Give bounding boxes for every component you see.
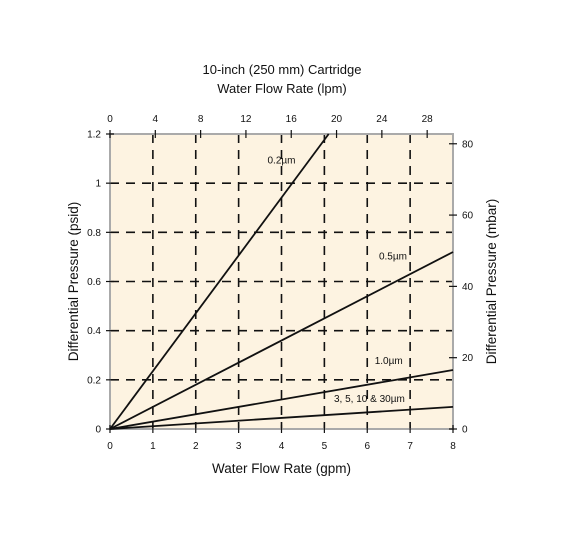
series-label: 3, 5, 10 & 30µm: [334, 394, 405, 405]
y-tick-label: 0.2: [87, 375, 101, 386]
x2-tick-label: 28: [422, 114, 434, 125]
x-tick-label: 8: [450, 441, 456, 452]
x2-tick-label: 4: [153, 114, 159, 125]
series-lines: 0.2µm 0.5µm 1.0µm 3, 5, 10 & 30µm: [109, 133, 454, 430]
series-label: 0.2µm: [268, 156, 296, 167]
x-tick-label: 5: [322, 441, 328, 452]
x-tick-label: 3: [236, 441, 242, 452]
x2-tick-label: 20: [331, 114, 343, 125]
x2-tick-label: 16: [286, 114, 298, 125]
x-tick-label: 6: [364, 441, 370, 452]
chart-title: 10-inch (250 mm) Cartridge: [203, 62, 362, 77]
y2-tick-label: 60: [462, 211, 474, 222]
grid: [110, 134, 453, 429]
series-label: 1.0µm: [375, 356, 403, 367]
chart-subtitle: Water Flow Rate (lpm): [217, 81, 347, 96]
tick-labels: 0 1 2 3 4 5 6 7 800.20.40.60.811.20 4 8 12 16 20 24 280…: [87, 114, 473, 452]
y-tick-label: 1.2: [87, 130, 101, 141]
y-tick-label: 1: [95, 179, 101, 190]
y2-axis-title: Differential Pressure (mbar): [484, 199, 499, 365]
y2-tick-label: 20: [462, 353, 474, 364]
x-tick-label: 1: [150, 441, 156, 452]
series-line: [109, 405, 454, 430]
x-axis-title: Water Flow Rate (gpm): [212, 461, 351, 476]
y-tick-label: 0.8: [87, 228, 101, 239]
x-tick-label: 0: [107, 441, 113, 452]
y2-tick-label: 80: [462, 139, 474, 150]
y-tick-label: 0.4: [87, 326, 101, 337]
x2-tick-label: 24: [376, 114, 388, 125]
x-tick-label: 2: [193, 441, 199, 452]
x2-tick-label: 0: [107, 114, 113, 125]
y2-tick-label: 0: [462, 425, 468, 436]
x-tick-label: 4: [279, 441, 285, 452]
y-tick-label: 0.6: [87, 277, 101, 288]
series-line: [109, 369, 454, 430]
y-axis-title: Differential Pressure (psid): [66, 202, 81, 362]
series-label: 0.5µm: [379, 251, 407, 262]
x-tick-label: 7: [407, 441, 413, 452]
x2-tick-label: 12: [240, 114, 252, 125]
series-line: [109, 133, 330, 430]
series-line: [109, 251, 454, 430]
y-tick-label: 0: [95, 425, 101, 436]
x2-tick-label: 8: [198, 114, 204, 125]
y2-tick-label: 40: [462, 282, 474, 293]
